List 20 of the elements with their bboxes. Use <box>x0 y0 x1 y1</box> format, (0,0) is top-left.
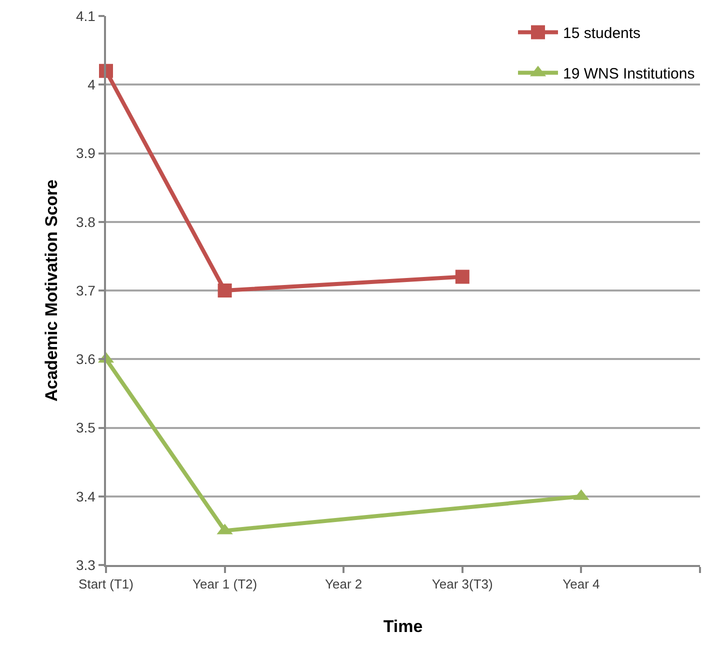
x-tick-label: Year 4 <box>562 576 600 592</box>
point <box>455 270 470 284</box>
y-tick-label: 3.9 <box>76 145 96 162</box>
y-axis-title: Academic Motivation Score <box>42 179 62 402</box>
y-tick-label: 3.5 <box>76 420 96 436</box>
y-tick-label: 3.3 <box>76 556 96 573</box>
y-tick-label: 3.8 <box>76 214 96 230</box>
legend-label: 15 students <box>563 25 641 42</box>
x-tick-label: Year 3(T3) <box>432 576 493 592</box>
y-tick-label: 3.4 <box>76 488 96 504</box>
point <box>218 284 232 298</box>
y-tick-label: 3.7 <box>76 282 96 298</box>
y-tick-label: 4 <box>88 76 96 93</box>
x-tick-label: Year 1 (T2) <box>192 576 258 592</box>
y-tick-label: 4.1 <box>76 8 96 24</box>
y-tick-label: 3.6 <box>76 351 96 368</box>
x-tick-label: Start (T1) <box>78 576 134 592</box>
x-axis-title: Time <box>383 617 423 636</box>
legend-label: 19 WNS Institutions <box>563 66 695 83</box>
x-tick-label: Year 2 <box>325 576 362 592</box>
